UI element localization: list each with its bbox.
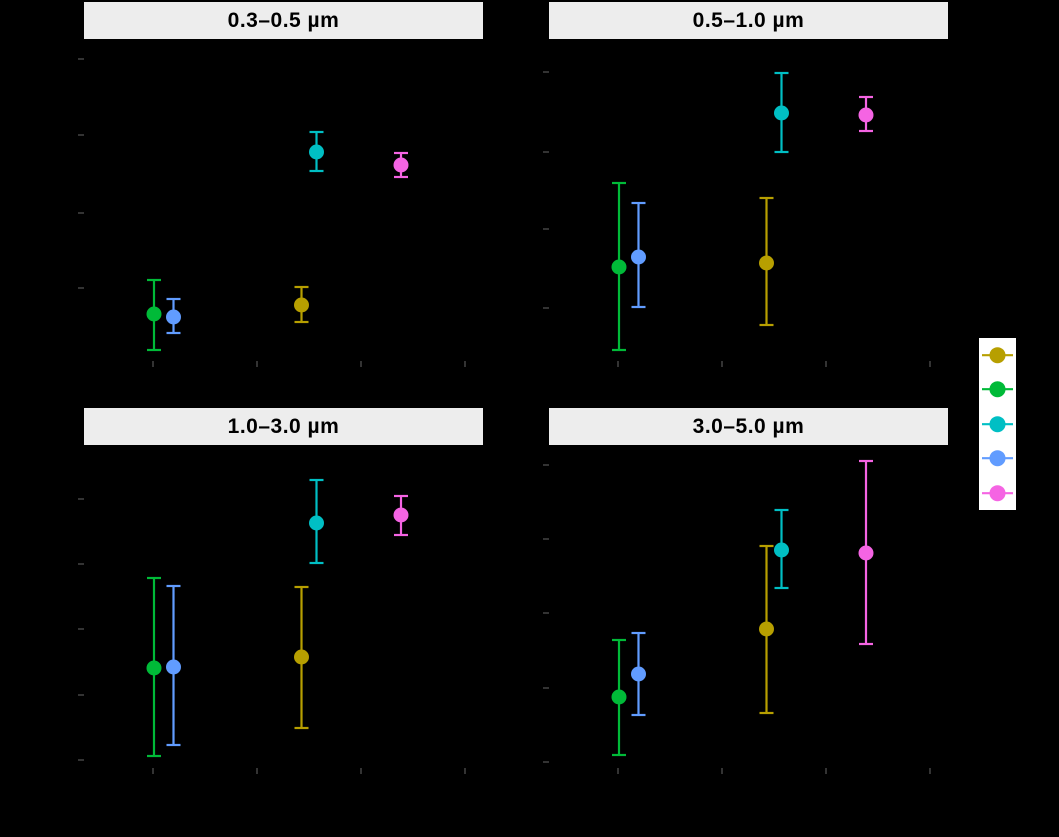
data-point-blue bbox=[166, 659, 181, 675]
data-point-pink bbox=[858, 107, 874, 123]
legend bbox=[979, 338, 1016, 510]
facet-strip-0.3-0.5um: 0.3–0.5 µm bbox=[84, 2, 483, 39]
legend-key-series-blue bbox=[979, 441, 1016, 475]
data-point-teal bbox=[309, 144, 324, 160]
data-point-gold bbox=[294, 649, 309, 665]
legend-key-point bbox=[989, 415, 1006, 432]
data-point-blue bbox=[631, 666, 646, 682]
data-point-pink bbox=[393, 157, 409, 173]
facet-strip-0.5-1.0um: 0.5–1.0 µm bbox=[549, 2, 948, 39]
legend-key-series-gold bbox=[979, 338, 1016, 372]
data-point-blue bbox=[631, 249, 646, 265]
data-point-teal bbox=[774, 105, 789, 121]
legend-key-point bbox=[989, 484, 1006, 501]
legend-glyph-series-pink bbox=[982, 484, 1013, 501]
facet-strip-3.0-5.0um: 3.0–5.0 µm bbox=[549, 408, 948, 445]
legend-key-point bbox=[989, 381, 1006, 398]
data-point-pink bbox=[858, 545, 874, 561]
legend-key-series-pink bbox=[979, 476, 1016, 510]
legend-glyph-series-green bbox=[982, 381, 1013, 398]
legend-glyph-series-teal bbox=[982, 415, 1013, 432]
data-point-green bbox=[146, 660, 162, 676]
data-point-teal bbox=[774, 542, 789, 558]
legend-glyph-series-blue bbox=[982, 450, 1013, 467]
data-point-green bbox=[611, 259, 627, 275]
legend-key-series-green bbox=[979, 372, 1016, 406]
data-point-gold bbox=[294, 297, 309, 313]
legend-key-point bbox=[989, 347, 1006, 364]
data-point-pink bbox=[393, 507, 409, 523]
data-point-blue bbox=[166, 309, 181, 325]
facet-strip-1.0-3.0um: 1.0–3.0 µm bbox=[84, 408, 483, 445]
data-point-gold bbox=[759, 255, 774, 271]
data-point-gold bbox=[759, 621, 774, 637]
data-point-teal bbox=[309, 515, 324, 531]
legend-key-series-teal bbox=[979, 407, 1016, 441]
data-point-green bbox=[146, 306, 162, 322]
legend-key-point bbox=[989, 450, 1006, 467]
data-point-green bbox=[611, 689, 627, 705]
legend-glyph-series-gold bbox=[982, 347, 1013, 364]
